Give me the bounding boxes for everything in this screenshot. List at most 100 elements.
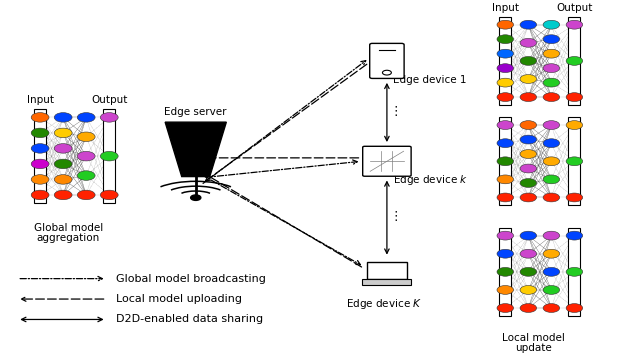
- Circle shape: [520, 149, 536, 158]
- Circle shape: [520, 231, 536, 240]
- Circle shape: [543, 78, 559, 87]
- Circle shape: [77, 190, 95, 200]
- Circle shape: [543, 249, 559, 258]
- Text: Global model: Global model: [34, 223, 103, 233]
- Circle shape: [543, 193, 559, 202]
- Circle shape: [543, 20, 559, 29]
- Text: Input: Input: [492, 3, 519, 13]
- Circle shape: [31, 144, 49, 153]
- Circle shape: [54, 159, 72, 169]
- Circle shape: [31, 113, 49, 122]
- Text: Output: Output: [91, 95, 127, 105]
- Circle shape: [497, 193, 513, 202]
- Text: ⋮: ⋮: [390, 105, 402, 118]
- Circle shape: [520, 249, 536, 258]
- Circle shape: [520, 193, 536, 202]
- Circle shape: [543, 285, 559, 294]
- Circle shape: [77, 151, 95, 161]
- Circle shape: [497, 121, 513, 130]
- Text: Local model: Local model: [502, 333, 565, 343]
- Circle shape: [566, 193, 582, 202]
- Text: update: update: [515, 343, 552, 353]
- Circle shape: [497, 35, 513, 44]
- Circle shape: [100, 151, 118, 161]
- Circle shape: [520, 93, 536, 102]
- Circle shape: [543, 304, 559, 312]
- Circle shape: [520, 267, 536, 276]
- FancyBboxPatch shape: [363, 146, 411, 176]
- Circle shape: [543, 139, 559, 148]
- Circle shape: [520, 20, 536, 29]
- Circle shape: [543, 267, 559, 276]
- Circle shape: [497, 304, 513, 312]
- Circle shape: [566, 121, 582, 130]
- Circle shape: [543, 93, 559, 102]
- Text: Edge device $k$: Edge device $k$: [394, 173, 468, 187]
- Circle shape: [100, 113, 118, 122]
- Text: Edge server: Edge server: [164, 107, 227, 117]
- Circle shape: [520, 121, 536, 130]
- Circle shape: [497, 93, 513, 102]
- Circle shape: [497, 157, 513, 166]
- Circle shape: [31, 159, 49, 169]
- Circle shape: [566, 267, 582, 276]
- Circle shape: [77, 171, 95, 180]
- Text: Edge device 1: Edge device 1: [394, 75, 467, 84]
- Bar: [103, 109, 115, 203]
- Text: aggregation: aggregation: [36, 233, 100, 243]
- Bar: [568, 118, 580, 205]
- Circle shape: [543, 175, 559, 184]
- Circle shape: [566, 20, 582, 29]
- Bar: [499, 118, 511, 205]
- Circle shape: [497, 64, 513, 72]
- Text: ⋮: ⋮: [390, 210, 402, 223]
- Bar: [367, 262, 407, 279]
- Circle shape: [543, 231, 559, 240]
- Circle shape: [497, 78, 513, 87]
- Circle shape: [520, 135, 536, 144]
- Circle shape: [497, 139, 513, 148]
- Circle shape: [543, 157, 559, 166]
- Bar: [34, 109, 46, 203]
- Circle shape: [520, 38, 536, 47]
- Circle shape: [54, 144, 72, 153]
- Circle shape: [520, 285, 536, 294]
- Circle shape: [54, 113, 72, 122]
- Text: Edge device $K$: Edge device $K$: [346, 297, 422, 311]
- Circle shape: [497, 285, 513, 294]
- Circle shape: [497, 175, 513, 184]
- Circle shape: [543, 64, 559, 72]
- Circle shape: [31, 190, 49, 200]
- Circle shape: [520, 304, 536, 312]
- Text: D2D-enabled data sharing: D2D-enabled data sharing: [116, 315, 263, 324]
- Circle shape: [497, 249, 513, 258]
- Circle shape: [497, 231, 513, 240]
- Circle shape: [77, 132, 95, 142]
- Circle shape: [191, 195, 201, 200]
- Text: Output: Output: [556, 3, 593, 13]
- Circle shape: [566, 157, 582, 166]
- Circle shape: [497, 267, 513, 276]
- Circle shape: [497, 20, 513, 29]
- Bar: [499, 228, 511, 316]
- Circle shape: [77, 113, 95, 122]
- Circle shape: [543, 49, 559, 58]
- Circle shape: [566, 56, 582, 65]
- Circle shape: [520, 56, 536, 65]
- Bar: [568, 228, 580, 316]
- Bar: [568, 17, 580, 105]
- Circle shape: [31, 128, 49, 138]
- Circle shape: [566, 231, 582, 240]
- Text: Global model broadcasting: Global model broadcasting: [116, 274, 266, 284]
- Text: Input: Input: [27, 95, 54, 105]
- Text: Local model uploading: Local model uploading: [116, 294, 242, 304]
- FancyBboxPatch shape: [370, 43, 404, 78]
- Circle shape: [54, 128, 72, 138]
- Circle shape: [566, 93, 582, 102]
- Bar: [499, 17, 511, 105]
- FancyBboxPatch shape: [362, 279, 412, 285]
- Circle shape: [520, 179, 536, 187]
- Circle shape: [566, 304, 582, 312]
- Circle shape: [520, 75, 536, 83]
- Polygon shape: [165, 122, 227, 176]
